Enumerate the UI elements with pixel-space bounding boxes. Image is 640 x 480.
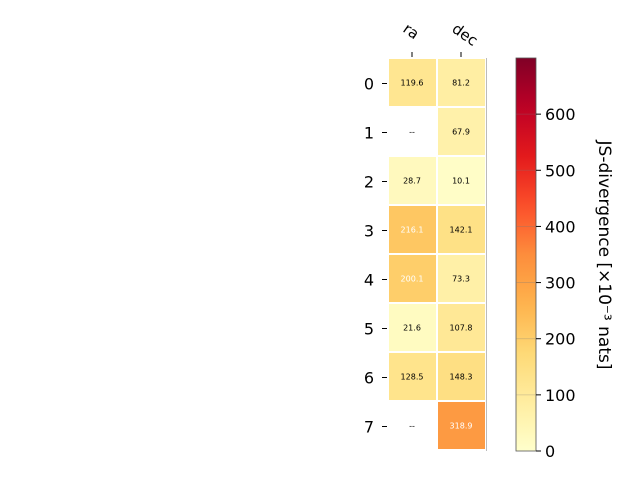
cell-value-label: 21.6	[403, 324, 421, 333]
column-label: dec	[449, 20, 481, 50]
cell-value-label: --	[409, 422, 415, 431]
colorbar-tick-label: 200	[545, 330, 576, 349]
colorbar-tick-label: 100	[545, 386, 576, 405]
heatmap-cell	[438, 255, 485, 302]
column-label: ra	[400, 20, 423, 44]
heatmap-cell	[438, 206, 485, 253]
cell-value-label: 67.9	[452, 128, 470, 137]
colorbar-tick-label: 400	[545, 217, 576, 236]
cell-value-label: 200.1	[401, 275, 424, 284]
heatmap-cell	[438, 108, 485, 155]
cell-value-label: 10.1	[452, 177, 470, 186]
heatmap-cell	[389, 255, 436, 302]
cell-value-label: 128.5	[401, 373, 424, 382]
cell-value-label: 119.6	[401, 79, 424, 88]
heatmap-area: ra dec 0 119.6 81.2 1 -- 67.9 2 28.7 10.1 3 216.1 142…	[364, 20, 487, 451]
row-label: 6	[364, 369, 374, 388]
heatmap-cell	[438, 353, 485, 400]
colorbar: 0 100 200 300 400 500 600	[515, 57, 576, 461]
cell-value-label: 142.1	[450, 226, 473, 235]
cell-value-label: 107.8	[450, 324, 473, 333]
colorbar-gradient-bar	[516, 58, 536, 451]
row-label: 2	[364, 173, 374, 192]
heatmap-cell	[389, 304, 436, 351]
colorbar-label: JS-divergence [×10⁻³ nats]	[594, 140, 614, 370]
row-label: 1	[364, 124, 374, 143]
heatmap-cell	[389, 206, 436, 253]
row-label: 7	[364, 418, 374, 437]
row-label: 5	[364, 320, 374, 339]
cell-value-label: --	[409, 128, 415, 137]
colorbar-tick-label: 500	[545, 161, 576, 180]
cell-value-label: 216.1	[401, 226, 424, 235]
cell-value-label: 73.3	[452, 275, 470, 284]
colorbar-outline	[515, 57, 537, 452]
heatmap-cell	[389, 108, 436, 155]
heatmap-cell	[438, 59, 485, 106]
row-label: 4	[364, 271, 374, 290]
cell-value-label: 318.9	[450, 422, 473, 431]
heatmap-cell	[438, 402, 485, 449]
cell-value-label: 81.2	[452, 79, 470, 88]
heatmap-cell	[389, 157, 436, 204]
row-label: 3	[364, 222, 374, 241]
colorbar-tick-label: 300	[545, 274, 576, 293]
cell-value-label: 28.7	[403, 177, 421, 186]
colorbar-tick-label: 600	[545, 105, 576, 124]
row-label: 0	[364, 75, 374, 94]
heatmap-cell	[389, 402, 436, 449]
heatmap-cell	[389, 353, 436, 400]
colorbar-tick-label: 0	[545, 442, 555, 461]
heatmap-cell	[438, 157, 485, 204]
cell-value-label: 148.3	[450, 373, 473, 382]
heatmap-cell	[438, 304, 485, 351]
heatmap-cell	[389, 59, 436, 106]
